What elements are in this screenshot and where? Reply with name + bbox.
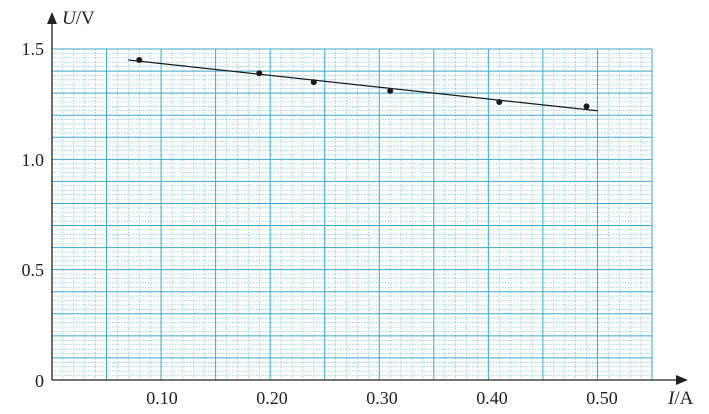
data-points [136,57,590,110]
x-axis-separator: / [674,388,680,409]
data-point [256,70,263,77]
axes [47,12,688,385]
y-tick-label: 0.5 [22,260,45,280]
data-point [136,57,143,64]
y-axis-separator: / [76,8,82,29]
y-tick-labels: 0 0.5 1.0 1.5 [22,39,45,391]
x-tick-label: 0.30 [366,388,398,408]
y-axis-unit: V [81,8,95,29]
data-point [310,79,317,86]
x-axis-arrow-icon [676,375,688,385]
y-axis-label: U/V [62,8,95,29]
x-tick-label: 0.40 [476,388,508,408]
y-tick-label: 0 [35,371,44,391]
y-tick-label: 1.5 [22,39,45,59]
x-tick-labels: 0.10 0.20 0.30 0.40 0.50 [146,388,618,408]
fit-line-group [128,59,598,112]
x-axis-variable: I [667,388,676,409]
x-tick-label: 0.20 [256,388,288,408]
y-axis-variable: U [62,8,77,29]
grid-minor-lines [52,49,652,380]
data-point [496,98,503,105]
x-tick-label: 0.50 [586,388,618,408]
data-point [387,87,394,94]
x-tick-label: 0.10 [146,388,178,408]
x-axis-unit: A [680,388,694,409]
x-axis-label: I/A [667,388,694,409]
grid-major-lines [52,48,653,380]
fit-line [128,59,598,112]
y-axis-arrow-icon [47,12,57,24]
data-point [583,103,590,110]
y-tick-label: 1.0 [22,150,45,170]
